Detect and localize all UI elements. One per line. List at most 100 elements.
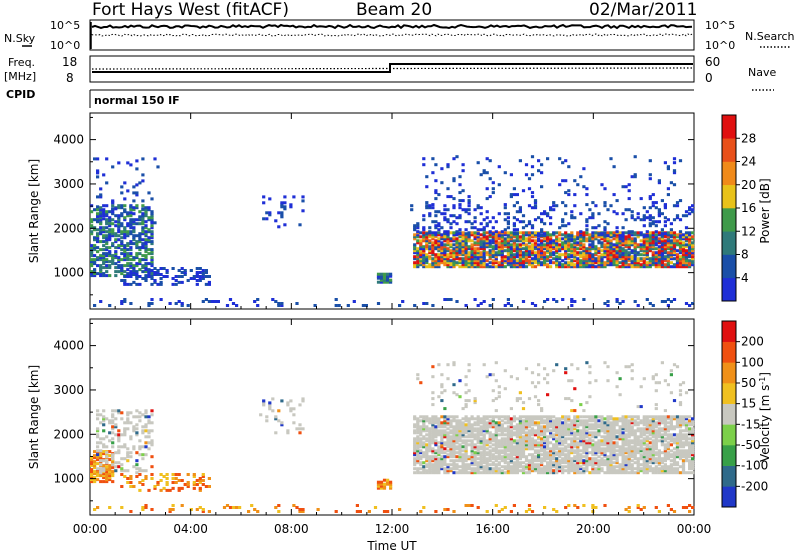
scatter-cell [494, 435, 498, 439]
scatter-cell [461, 427, 465, 431]
scatter-cell [543, 261, 547, 265]
scatter-cell [537, 459, 541, 463]
scatter-cell [600, 461, 604, 465]
scatter-cell [497, 455, 501, 459]
scatter-cell [138, 481, 142, 484]
scatter-cell [621, 463, 625, 467]
scatter-cell [262, 401, 266, 405]
scatter-cell [573, 247, 577, 251]
scatter-cell [96, 238, 100, 242]
scatter-cell [533, 199, 538, 203]
scatter-cell [126, 459, 130, 463]
scatter-cell [494, 421, 498, 425]
scatter-cell [630, 449, 634, 453]
scatter-cell [609, 251, 613, 255]
scatter-cell [180, 275, 184, 278]
scatter-cell [102, 443, 106, 447]
scatter-cell [579, 212, 583, 216]
scatter-cell [476, 441, 480, 445]
nsearch-label: N.Search [745, 30, 795, 43]
scatter-cell [570, 425, 574, 429]
scatter-cell [639, 259, 643, 263]
scatter-cell [524, 443, 529, 447]
scatter-cell [147, 435, 151, 439]
scatter-cell [428, 463, 432, 467]
scatter-cell [467, 201, 471, 205]
scatter-cell [657, 265, 661, 269]
scatter-cell [594, 449, 598, 453]
scatter-cell [485, 429, 489, 433]
scatter-cell [524, 447, 529, 451]
scatter-cell [524, 463, 529, 467]
scatter-cell [96, 250, 100, 254]
scatter-cell [521, 251, 526, 255]
scatter-cell [588, 233, 592, 237]
scatter-cell [570, 253, 574, 257]
scatter-cell [648, 239, 652, 243]
scatter-cell [555, 245, 559, 249]
scatter-cell [678, 265, 683, 269]
scatter-cell [567, 455, 571, 459]
scatter-cell [576, 235, 580, 239]
scatter-cell [594, 245, 598, 249]
scatter-cell [552, 232, 556, 236]
scatter-cell [588, 417, 592, 421]
scatter-cell [591, 241, 595, 245]
scatter-cell [500, 457, 504, 461]
scatter-cell [443, 467, 447, 471]
scatter-cell [639, 457, 643, 461]
scatter-cell [497, 445, 501, 449]
scatter-cell [585, 461, 589, 465]
scatter-cell [105, 461, 109, 465]
scatter-cell [609, 253, 613, 257]
scatter-cell [609, 471, 613, 475]
scatter-cell [189, 277, 193, 280]
scatter-cell [688, 206, 692, 210]
scatter-cell [509, 425, 513, 429]
scatter-cell [639, 427, 643, 431]
scatter-cell [425, 232, 429, 236]
scatter-cell [527, 431, 532, 435]
scatter-cell [129, 218, 133, 222]
scatter-cell [624, 261, 628, 265]
scatter-cell [129, 275, 133, 278]
scatter-cell [636, 459, 640, 463]
scatter-cell [470, 226, 474, 230]
scatter-cell [636, 457, 640, 461]
scatter-cell [585, 249, 589, 253]
scatter-cell [135, 427, 139, 431]
scatter-cell [609, 427, 613, 431]
scatter-cell [645, 447, 649, 451]
scatter-cell [530, 261, 535, 265]
scatter-cell [159, 479, 163, 482]
scatter-cell [639, 247, 643, 251]
scatter-cell [515, 235, 519, 239]
scatter-cell [642, 237, 646, 241]
scatter-cell [144, 208, 148, 212]
scatter-cell [591, 212, 595, 216]
scatter-cell [603, 249, 607, 253]
scatter-cell [150, 298, 154, 301]
scatter-cell [117, 161, 121, 165]
scatter-cell [461, 233, 465, 237]
scatter-cell [452, 449, 456, 453]
scatter-cell [120, 230, 124, 234]
colorbar-tick-label-0: 4 [741, 271, 749, 285]
scatter-cell [452, 261, 456, 265]
scatter-cell [129, 240, 133, 244]
scatter-cell [476, 243, 480, 247]
scatter-cell [271, 409, 275, 413]
scatter-cell [648, 467, 652, 471]
scatter-cell [102, 272, 106, 276]
scatter-cell [594, 471, 598, 475]
scatter-cell [401, 300, 405, 303]
scatter-cell [636, 441, 640, 445]
scatter-cell [597, 455, 601, 459]
scatter-cell [123, 228, 127, 232]
scatter-cell [543, 459, 547, 463]
scatter-cell [108, 224, 112, 228]
scatter-cell [138, 222, 142, 226]
scatter-cell [515, 425, 519, 429]
scatter-cell [141, 228, 145, 232]
scatter-cell [491, 263, 495, 267]
